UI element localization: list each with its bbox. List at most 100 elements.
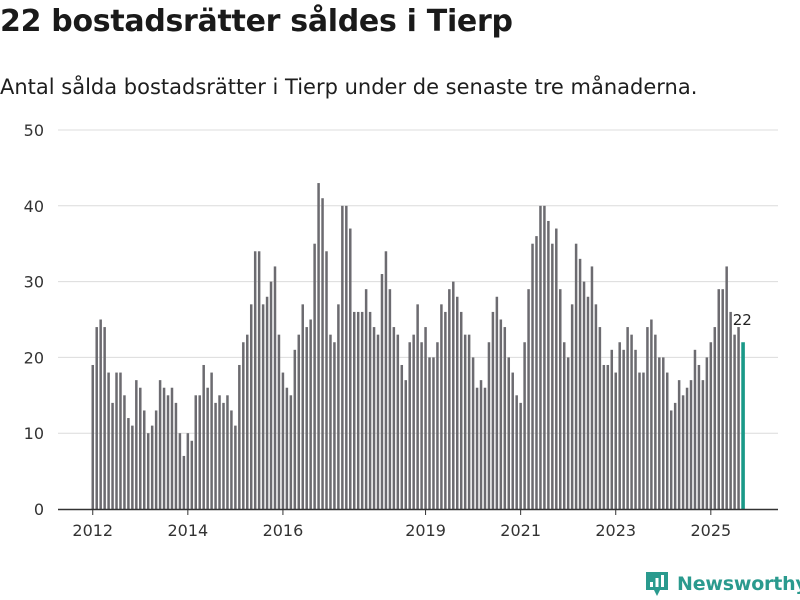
bar bbox=[654, 334, 657, 509]
bar bbox=[127, 418, 130, 509]
bar bbox=[630, 334, 633, 509]
y-axis-ticks: 0 10 20 30 40 50 bbox=[24, 121, 44, 519]
bar bbox=[190, 440, 194, 509]
bar bbox=[202, 364, 205, 509]
bar bbox=[618, 342, 621, 509]
bar bbox=[448, 289, 451, 509]
bar bbox=[372, 327, 376, 509]
bar bbox=[166, 395, 170, 509]
bar bbox=[590, 266, 594, 509]
bar bbox=[681, 395, 685, 509]
bar bbox=[693, 349, 697, 509]
highlight-value-label: 22 bbox=[733, 311, 752, 329]
bar bbox=[349, 228, 352, 510]
bar bbox=[158, 380, 162, 509]
bar bbox=[265, 296, 269, 509]
bar bbox=[483, 387, 487, 509]
bar bbox=[578, 258, 582, 509]
y-tick-label: 30 bbox=[24, 273, 44, 292]
chart-title: 22 bostadsrätter såldes i Tierp bbox=[0, 4, 513, 39]
bar bbox=[535, 236, 538, 509]
bar bbox=[586, 296, 590, 509]
bar bbox=[400, 364, 404, 509]
bar bbox=[198, 395, 201, 509]
bar bbox=[705, 357, 709, 509]
bar bbox=[689, 380, 693, 509]
bar bbox=[713, 327, 717, 509]
bar bbox=[230, 410, 233, 509]
bar bbox=[170, 387, 174, 509]
bar bbox=[253, 251, 257, 509]
x-tick-label: 2019 bbox=[405, 521, 446, 540]
bar bbox=[135, 380, 138, 509]
bar bbox=[364, 289, 368, 509]
bar bbox=[725, 266, 728, 509]
bar bbox=[685, 387, 689, 509]
bar bbox=[665, 372, 669, 509]
bar bbox=[440, 304, 443, 509]
bar bbox=[709, 342, 713, 509]
bar bbox=[99, 319, 102, 509]
bar bbox=[392, 327, 396, 509]
bar bbox=[467, 334, 471, 509]
bar bbox=[626, 327, 629, 509]
bar bbox=[313, 243, 316, 509]
bar bbox=[598, 327, 602, 509]
bar bbox=[650, 319, 653, 509]
bar bbox=[495, 296, 499, 509]
bar bbox=[226, 395, 229, 509]
bar bbox=[551, 243, 554, 509]
bar bbox=[297, 334, 301, 509]
y-tick-label: 0 bbox=[34, 500, 44, 519]
bar bbox=[95, 327, 98, 509]
bar bbox=[610, 349, 614, 509]
bar bbox=[139, 387, 142, 509]
bar bbox=[479, 380, 483, 509]
bar bbox=[325, 251, 328, 509]
brand-logo: Newsworthy bbox=[644, 570, 800, 598]
bar bbox=[356, 311, 360, 509]
brand-name: Newsworthy bbox=[677, 573, 800, 595]
bar bbox=[352, 311, 356, 509]
x-tick-label: 2012 bbox=[72, 521, 113, 540]
bar bbox=[566, 357, 570, 509]
bar bbox=[341, 205, 344, 510]
bar bbox=[471, 357, 475, 509]
bar bbox=[210, 372, 213, 509]
bar bbox=[186, 433, 190, 509]
bar bbox=[523, 342, 526, 509]
bar bbox=[717, 289, 720, 509]
bar bbox=[150, 425, 154, 509]
y-tick-label: 40 bbox=[24, 197, 44, 216]
bar bbox=[309, 319, 312, 509]
bar bbox=[206, 387, 209, 509]
bar bbox=[91, 364, 94, 509]
bar bbox=[119, 372, 122, 509]
bar bbox=[491, 311, 495, 509]
bar bbox=[531, 243, 534, 509]
x-tick-label: 2014 bbox=[167, 521, 208, 540]
bar bbox=[459, 311, 463, 509]
bar bbox=[194, 395, 198, 509]
bar bbox=[658, 357, 661, 509]
bar bbox=[115, 372, 118, 509]
bar bbox=[697, 364, 701, 509]
bar bbox=[273, 266, 277, 509]
bar bbox=[622, 349, 625, 509]
bar bbox=[222, 402, 225, 509]
bar bbox=[143, 410, 146, 509]
bar bbox=[527, 289, 530, 509]
bar bbox=[154, 410, 158, 509]
x-tick-label: 2016 bbox=[263, 521, 304, 540]
bar bbox=[701, 380, 705, 509]
bar bbox=[214, 402, 217, 509]
bar bbox=[123, 395, 126, 509]
bar bbox=[729, 311, 732, 509]
bar bbox=[301, 304, 304, 509]
bar bbox=[432, 357, 435, 509]
bar bbox=[547, 220, 550, 509]
bar bbox=[507, 357, 511, 509]
bar bbox=[562, 342, 566, 509]
bar bbox=[673, 402, 677, 509]
bar bbox=[249, 304, 253, 509]
